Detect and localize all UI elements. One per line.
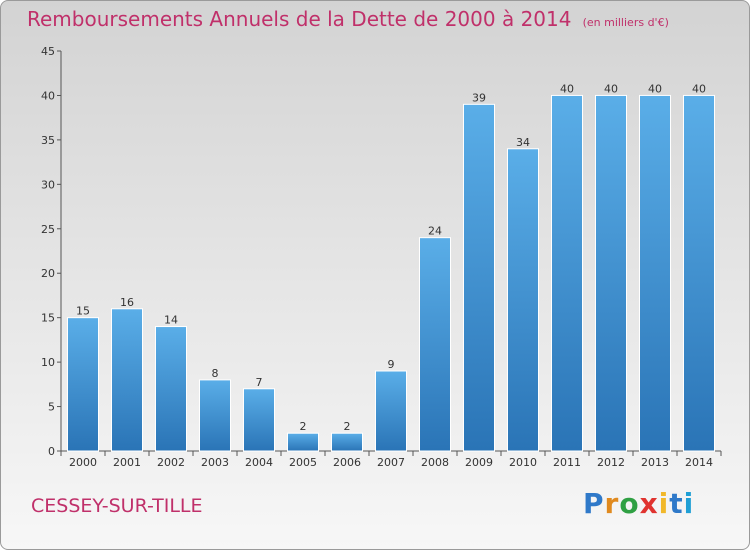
x-tick-label: 2009 [465,456,493,469]
bar [111,308,143,452]
y-tick-label: 45 [41,45,55,58]
logo-letter: t [669,487,684,520]
bar-value-label: 24 [428,225,442,238]
x-tick-label: 2008 [421,456,449,469]
x-tick-label: 2014 [685,456,713,469]
bar-value-label: 34 [516,136,530,149]
x-tick-label: 2003 [201,456,229,469]
bar [639,94,671,452]
bar [67,317,99,452]
x-tick-label: 2006 [333,456,361,469]
x-tick-label: 2000 [69,456,97,469]
bar-value-label: 40 [560,82,574,95]
y-tick-label: 40 [41,89,55,102]
bar [331,432,363,452]
logo-letter: o [619,487,640,520]
chart-axes: 0 5 10 15 20 25 30 35 40 45 2000 2001 2002 2003 2004 20… [41,45,722,469]
bar-value-label: 14 [164,314,178,327]
bar [507,148,539,452]
chart-title-block: Remboursements Annuels de la Dette de 20… [27,7,669,31]
logo-letter: r [604,487,620,520]
bar-value-label: 40 [604,82,618,95]
bar [419,237,451,452]
y-tick-label: 0 [48,445,55,458]
y-tick-label: 15 [41,312,55,325]
bar-value-label: 39 [472,91,486,104]
x-tick-label: 2011 [553,456,581,469]
logo-letter: i [683,487,695,520]
bar [463,103,495,452]
bar-value-label: 16 [120,296,134,309]
logo-letter: i [658,487,670,520]
bar-value-label: 2 [300,420,307,433]
bar [199,379,231,452]
bar [683,94,715,452]
chart-bars [67,94,715,452]
x-tick-label: 2004 [245,456,273,469]
y-tick-label: 30 [41,178,55,191]
y-tick-label: 35 [41,134,55,147]
chart-title: Remboursements Annuels de la Dette de 20… [27,7,572,31]
x-tick-label: 2002 [157,456,185,469]
x-tick-label: 2005 [289,456,317,469]
y-tick-label: 5 [48,401,55,414]
bar [375,370,407,452]
bar-value-label: 9 [388,358,395,371]
y-tick-label: 20 [41,267,55,280]
bar [595,94,627,452]
x-tick-label: 2007 [377,456,405,469]
y-tick-label: 10 [41,356,55,369]
chart-subtitle: (en milliers d'€) [582,16,669,29]
y-tick-label: 25 [41,223,55,236]
x-tick-label: 2001 [113,456,141,469]
chart-value-labels: 15 16 14 8 7 2 2 9 24 39 34 40 40 40 40 [76,82,706,433]
commune-name: CESSEY-SUR-TILLE [31,495,203,517]
x-tick-label: 2013 [641,456,669,469]
bar [287,432,319,452]
bar [155,326,187,452]
bar-value-label: 2 [344,420,351,433]
bar-value-label: 40 [692,82,706,95]
proxiti-logo: Proxiti [583,487,694,520]
bar [243,388,275,452]
bar-value-label: 7 [256,376,263,389]
logo-letter: x [639,487,659,520]
x-tick-label: 2012 [597,456,625,469]
bar-value-label: 8 [212,367,219,380]
bar-value-label: 15 [76,305,90,318]
logo-letter: P [583,487,605,520]
x-tick-label: 2010 [509,456,537,469]
bar-value-label: 40 [648,82,662,95]
bar [551,94,583,452]
